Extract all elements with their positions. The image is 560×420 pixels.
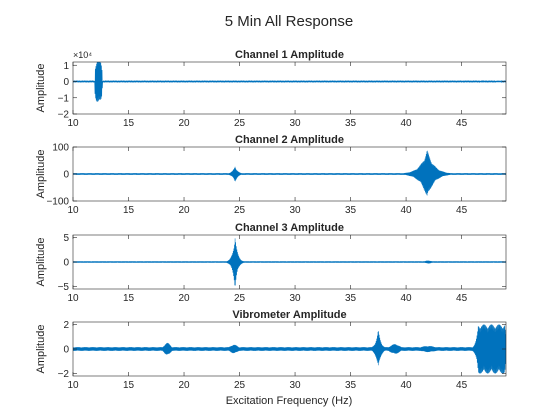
x-tick-label: 45	[456, 118, 468, 129]
subplot-2: 10 15 20 25 30 35 40 45 −100 0 100 Channel 2 Amplit…	[35, 134, 507, 216]
x-tick-label: 25	[234, 205, 246, 216]
x-tick-label: 40	[401, 205, 413, 216]
figure-title: 5 Min All Response	[225, 13, 353, 30]
subplot-title: Channel 2 Amplitude	[235, 134, 344, 146]
y-tick-label: 1	[63, 61, 69, 72]
x-tick-label: 30	[289, 205, 301, 216]
x-tick-label: 10	[67, 380, 79, 391]
x-axis-label: Excitation Frequency (Hz)	[226, 395, 353, 407]
x-tick-label: 30	[289, 293, 301, 304]
x-tick-label: 35	[345, 118, 357, 129]
signal-line	[73, 150, 506, 196]
x-tick-label: 25	[234, 293, 246, 304]
y-axis-label: Amplitude	[35, 238, 47, 287]
signal-line	[73, 62, 506, 102]
y-tick-label: 5	[63, 233, 69, 244]
y-tick-label: 2	[63, 320, 69, 331]
x-tick-label: 15	[123, 118, 135, 129]
y-multiplier: ×10⁴	[73, 50, 92, 60]
x-tick-label: 10	[67, 205, 79, 216]
x-tick-label: 30	[289, 118, 301, 129]
x-tick-label: 15	[123, 380, 135, 391]
x-tick-label: 35	[345, 380, 357, 391]
y-tick-label: 100	[52, 143, 69, 154]
x-tick-label: 20	[178, 205, 190, 216]
signal-line	[73, 324, 506, 374]
x-tick-label: 30	[289, 380, 301, 391]
subplot-title: Channel 1 Amplitude	[235, 49, 344, 61]
y-tick-label: −2	[58, 369, 70, 380]
signal-line	[73, 238, 506, 286]
y-tick-label: 0	[63, 77, 69, 88]
subplot-title: Vibrometer Amplitude	[232, 309, 346, 321]
x-tick-label: 15	[123, 205, 135, 216]
x-tick-label: 45	[456, 380, 468, 391]
subplot-title: Channel 3 Amplitude	[235, 222, 344, 234]
y-tick-label: 0	[63, 258, 69, 269]
y-axis-label: Amplitude	[35, 64, 47, 113]
y-tick-label: −100	[46, 197, 69, 208]
x-tick-label: 45	[456, 205, 468, 216]
y-tick-label: −1	[58, 93, 70, 104]
x-tick-label: 25	[234, 380, 246, 391]
subplot-3: 10 15 20 25 30 35 40 45 −5 0 5 Channel 3 Amplitude A…	[35, 222, 507, 304]
x-tick-label: 10	[67, 118, 79, 129]
x-tick-label: 35	[345, 205, 357, 216]
subplot-1: 10 15 20 25 30 35 40 45 −2 −1 0 1 Channel 1 Amplitud…	[35, 49, 507, 129]
x-tick-label: 15	[123, 293, 135, 304]
axes-frame	[72, 61, 507, 115]
x-tick-label: 10	[67, 293, 79, 304]
x-tick-label: 40	[401, 118, 413, 129]
y-axis-label: Amplitude	[35, 150, 47, 199]
plot-area	[73, 62, 506, 114]
x-tick-label: 35	[345, 293, 357, 304]
y-tick-label: −5	[58, 282, 70, 293]
x-tick-label: 20	[178, 380, 190, 391]
y-axis-label: Amplitude	[35, 325, 47, 374]
x-tick-label: 25	[234, 118, 246, 129]
y-tick-label: −2	[58, 110, 70, 121]
y-tick-label: 0	[63, 170, 69, 181]
x-tick-label: 20	[178, 118, 190, 129]
x-tick-label: 40	[401, 380, 413, 391]
x-tick-label: 45	[456, 293, 468, 304]
x-tick-label: 40	[401, 293, 413, 304]
y-tick-label: 0	[63, 345, 69, 356]
subplot-4: 10 15 20 25 30 35 40 45 −2 0 2 Vibrometer Amplitude…	[35, 309, 507, 391]
x-tick-label: 20	[178, 293, 190, 304]
